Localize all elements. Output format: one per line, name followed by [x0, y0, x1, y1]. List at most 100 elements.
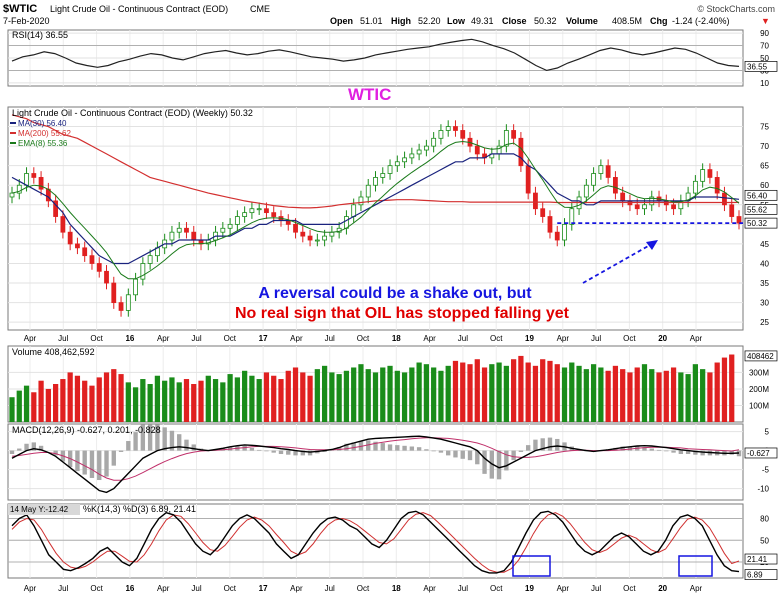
volume-bar — [583, 369, 589, 422]
volume-bar — [263, 372, 270, 422]
volume-bar — [692, 364, 698, 422]
candle-body — [53, 200, 59, 217]
volume-value: 408.5M — [612, 16, 642, 26]
macd-histogram-bar — [453, 450, 458, 458]
volume-bar — [343, 370, 350, 422]
high-value: 52.20 — [418, 16, 441, 26]
macd-histogram-bar — [97, 450, 102, 481]
candle-body — [431, 137, 437, 147]
macd-histogram-bar — [351, 442, 356, 451]
macd-histogram-bar — [89, 450, 95, 478]
candle-body — [671, 204, 676, 210]
x-tick-label: Oct — [490, 584, 503, 593]
x-tick-label: Jul — [58, 334, 68, 343]
volume-bar — [321, 365, 328, 422]
volume-bar — [496, 362, 502, 422]
volume-bar — [53, 384, 59, 422]
macd-histogram-bar — [700, 450, 705, 456]
macd-histogram-bar — [242, 445, 247, 451]
rsi-tick-label: 90 — [760, 29, 769, 38]
volume-bar — [16, 390, 22, 422]
candle-body — [227, 223, 233, 229]
macd-histogram-bar — [438, 450, 444, 453]
candle-body — [620, 192, 626, 202]
candle-body — [394, 161, 400, 167]
x-tick-label: Jul — [591, 584, 601, 593]
x-tick-label: Oct — [90, 334, 103, 343]
macd-histogram-bar — [293, 450, 298, 456]
macd-histogram-bar — [366, 440, 371, 451]
volume-bar — [707, 372, 713, 422]
macd-histogram-bar — [111, 450, 116, 466]
volume-bar — [307, 375, 313, 422]
x-tick-label: Oct — [357, 584, 370, 593]
candle-body — [9, 192, 15, 198]
volume-bar — [511, 359, 517, 422]
volume-bar — [700, 369, 706, 422]
rsi-tick-label: 50 — [760, 54, 769, 63]
candle-body — [365, 184, 371, 198]
macd-histogram-bar — [402, 445, 407, 451]
macd-histogram-bar — [307, 450, 313, 456]
volume-bar — [634, 367, 640, 422]
macd-tick-label: -5 — [762, 466, 770, 475]
candle-body — [409, 153, 415, 159]
candle-body — [503, 130, 509, 147]
volume-bar — [82, 380, 88, 422]
volume-bar — [111, 369, 117, 422]
macd-histogram-bar — [256, 449, 262, 451]
stochastic-last-k-box — [744, 569, 778, 580]
macd-histogram-bar — [38, 445, 44, 451]
x-tick-label: Apr — [290, 334, 303, 343]
macd-histogram-bar — [671, 450, 676, 453]
stochastic-tick-label: 80 — [760, 515, 769, 524]
volume-bar — [220, 382, 226, 422]
macd-histogram-bar — [649, 448, 654, 451]
x-tick-label: Jul — [325, 334, 335, 343]
volume-bar — [685, 374, 691, 422]
candle-body — [220, 227, 226, 233]
candle-body — [89, 255, 95, 264]
candle-body — [613, 177, 618, 194]
macd-histogram-bar — [547, 437, 553, 451]
macd-histogram-bar — [620, 446, 625, 451]
candle-body — [191, 231, 197, 241]
price-legend-item: MA(30) 56.40 — [18, 119, 67, 128]
volume-bar — [598, 367, 604, 422]
macd-tick-label: -10 — [757, 485, 769, 494]
volume-bar — [380, 367, 386, 422]
volume-bar — [60, 379, 66, 422]
x-tick-label: Apr — [423, 584, 436, 593]
volume-bar — [31, 392, 37, 422]
volume-tick-label: 100M — [749, 401, 769, 410]
volume-bar — [227, 374, 233, 422]
candle-body — [460, 130, 466, 139]
macd-histogram-bar — [642, 447, 647, 451]
candle-body — [416, 149, 422, 155]
x-tick-label: 17 — [259, 334, 268, 343]
macd-histogram-bar — [380, 443, 385, 451]
volume-bar — [663, 370, 669, 422]
volume-bar — [532, 365, 539, 422]
macd-histogram-bar — [53, 450, 58, 456]
volume-bar — [503, 365, 509, 422]
volume-bar — [256, 379, 262, 422]
volume-bar — [205, 375, 211, 422]
price-legend-item: MA(200) 55.62 — [18, 129, 71, 138]
price-tick-label: 30 — [760, 299, 769, 308]
candle-body — [82, 247, 88, 257]
macd-last-value-box — [744, 447, 778, 459]
volume-bar — [358, 364, 364, 422]
candle-body — [307, 235, 313, 241]
volume-bar — [612, 365, 619, 422]
price-tick-label: 60 — [760, 181, 769, 190]
volume-bar — [118, 374, 124, 422]
volume-bar — [569, 362, 575, 422]
volume-bar — [416, 362, 422, 422]
volume-tick-label: 200M — [749, 385, 769, 394]
volume-bar — [336, 374, 342, 422]
macd-histogram-bar — [264, 450, 269, 452]
candle-body — [118, 302, 124, 311]
volume-bar — [438, 370, 444, 422]
